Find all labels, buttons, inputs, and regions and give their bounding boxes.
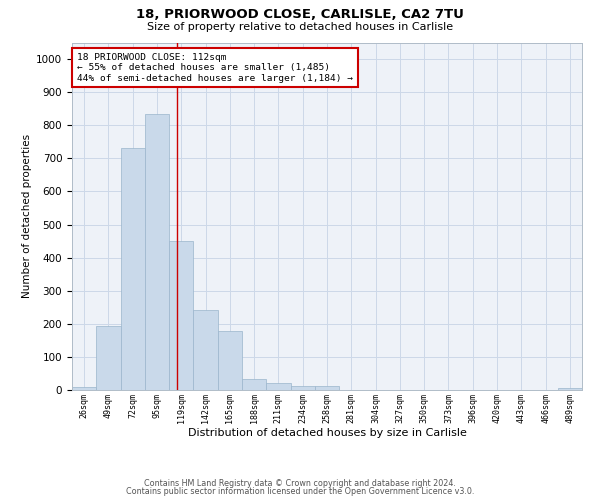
Bar	[315, 386, 339, 390]
Bar	[242, 380, 266, 390]
Bar	[266, 382, 290, 390]
Bar	[558, 388, 582, 390]
Text: 18, PRIORWOOD CLOSE, CARLISLE, CA2 7TU: 18, PRIORWOOD CLOSE, CARLISLE, CA2 7TU	[136, 8, 464, 20]
Text: 18 PRIORWOOD CLOSE: 112sqm
← 55% of detached houses are smaller (1,485)
44% of s: 18 PRIORWOOD CLOSE: 112sqm ← 55% of deta…	[77, 53, 353, 82]
Bar	[169, 241, 193, 390]
Bar	[121, 148, 145, 390]
Text: Size of property relative to detached houses in Carlisle: Size of property relative to detached ho…	[147, 22, 453, 32]
Bar	[72, 386, 96, 390]
Bar	[193, 310, 218, 390]
Text: Contains HM Land Registry data © Crown copyright and database right 2024.: Contains HM Land Registry data © Crown c…	[144, 478, 456, 488]
Bar	[96, 326, 121, 390]
Bar	[145, 114, 169, 390]
X-axis label: Distribution of detached houses by size in Carlisle: Distribution of detached houses by size …	[188, 428, 466, 438]
Bar	[290, 386, 315, 390]
Y-axis label: Number of detached properties: Number of detached properties	[22, 134, 32, 298]
Text: Contains public sector information licensed under the Open Government Licence v3: Contains public sector information licen…	[126, 487, 474, 496]
Bar	[218, 331, 242, 390]
